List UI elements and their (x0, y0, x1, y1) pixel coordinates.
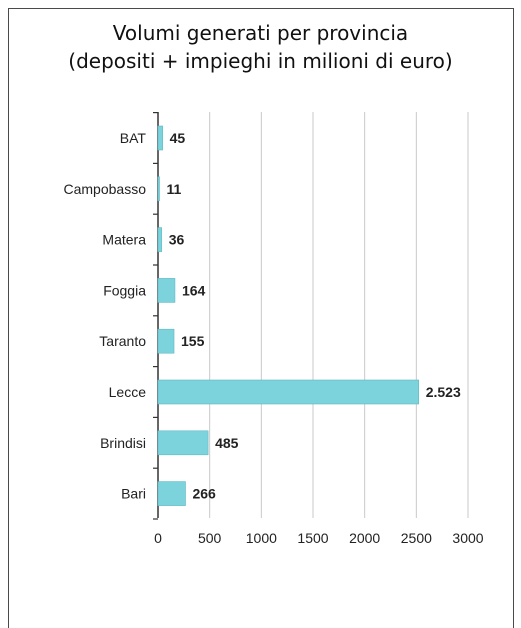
value-label: 2.523 (426, 384, 461, 400)
x-tick-label: 1000 (246, 530, 277, 546)
bar-lecce (157, 379, 420, 405)
x-tick-label: 500 (198, 530, 222, 546)
x-tick-label: 2000 (349, 530, 380, 546)
category-label: Lecce (109, 384, 147, 400)
value-label: 266 (192, 486, 216, 502)
category-label: Foggia (103, 282, 146, 298)
x-tick-label: 2500 (401, 530, 432, 546)
bar-bari (157, 481, 186, 506)
category-label: Bari (121, 486, 146, 502)
category-label: Matera (102, 232, 146, 248)
chart-title-line-1: Volumi generati per provincia (112, 21, 409, 45)
value-label: 164 (182, 282, 206, 298)
bar-campobasso (157, 176, 160, 202)
bar-foggia (157, 278, 176, 303)
value-label: 11 (167, 181, 182, 197)
value-label: 485 (215, 435, 239, 451)
category-label: Campobasso (64, 181, 147, 197)
bar-matera (157, 227, 163, 252)
value-label: 155 (181, 333, 205, 349)
x-tick-label: 0 (154, 530, 162, 546)
category-label: BAT (120, 130, 147, 146)
chart-title-line-2: (depositi + impieghi in milioni di euro) (68, 49, 453, 73)
bar-brindisi (157, 430, 209, 456)
bar-taranto (157, 328, 175, 354)
category-label: Taranto (99, 333, 146, 349)
value-label: 45 (170, 130, 186, 146)
bar-bat (157, 125, 163, 151)
x-tick-label: 1500 (297, 530, 328, 546)
value-label: 36 (169, 232, 185, 248)
category-label: Brindisi (100, 435, 146, 451)
x-tick-label: 3000 (452, 530, 483, 546)
